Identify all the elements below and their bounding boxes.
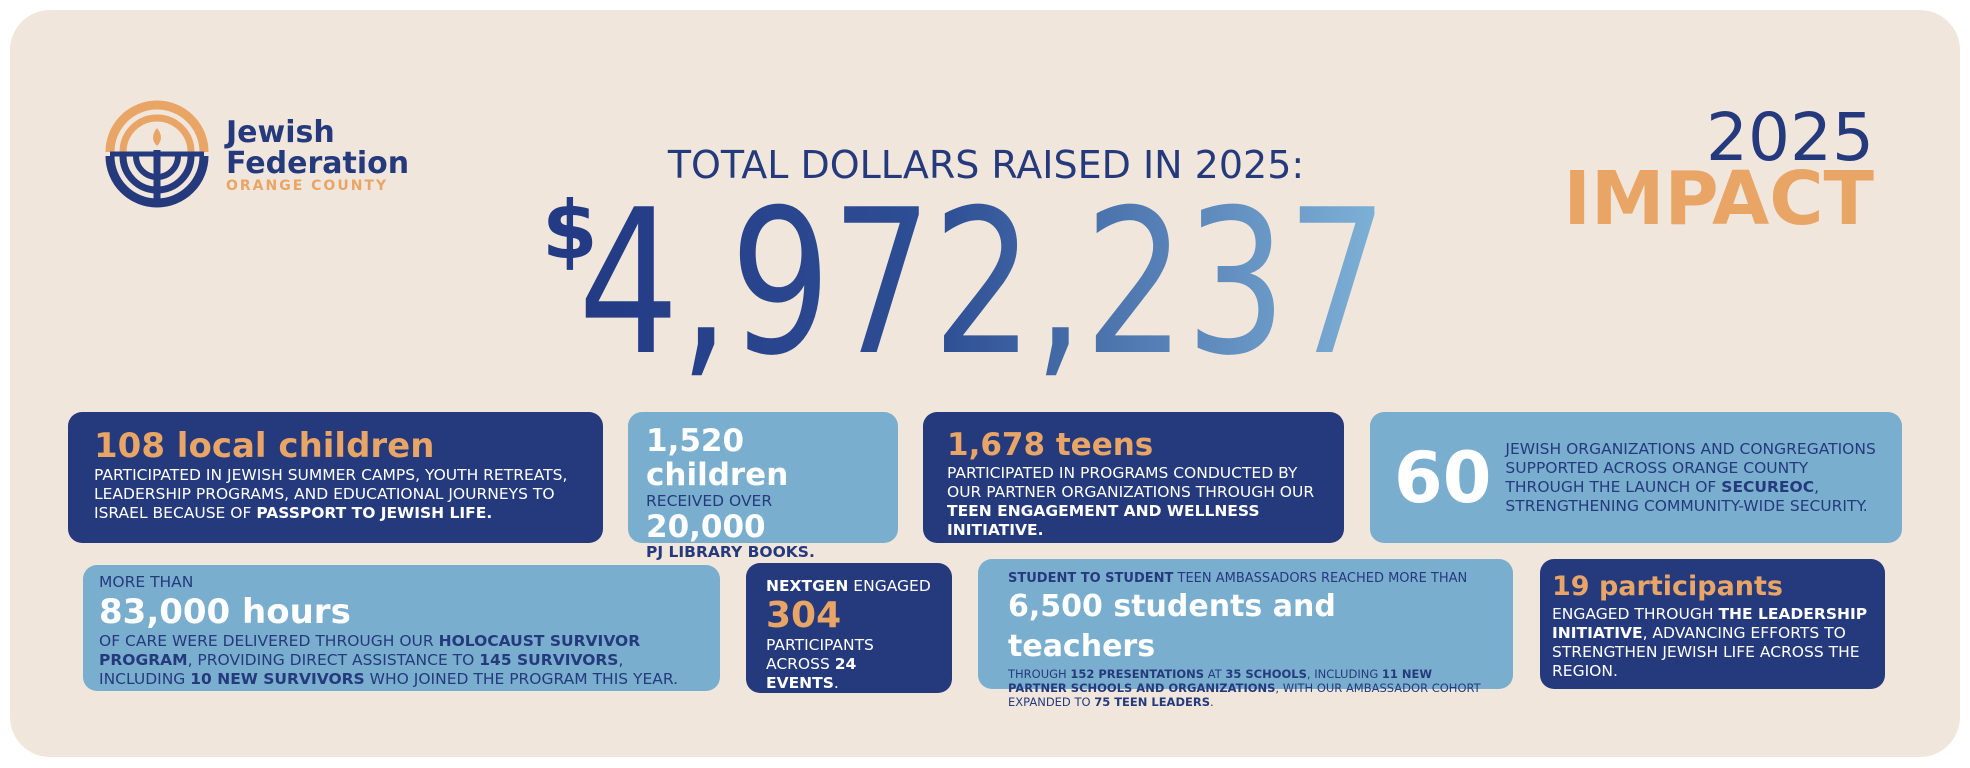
text: OF CARE WERE DELIVERED THROUGH OUR bbox=[99, 632, 439, 650]
card-tail: PJ LIBRARY BOOKS. bbox=[646, 543, 815, 561]
text: 145 SURVIVORS bbox=[479, 651, 619, 669]
card-body: PARTICIPANTS ACROSS 24 EVENTS. bbox=[766, 636, 932, 693]
text: 75 TEEN LEADERS bbox=[1094, 695, 1211, 709]
text: , PROVIDING DIRECT ASSISTANCE TO bbox=[187, 651, 480, 669]
card-lead: RECEIVED OVER bbox=[646, 492, 773, 510]
card-body: PARTICIPATED IN PROGRAMS CONDUCTED BY OU… bbox=[947, 464, 1320, 540]
card-body: OF CARE WERE DELIVERED THROUGH OUR HOLOC… bbox=[99, 632, 704, 689]
text: ENGAGED THROUGH bbox=[1552, 605, 1719, 623]
card-lead: NEXTGEN ENGAGED bbox=[766, 577, 932, 596]
text: , INCLUDING bbox=[1306, 667, 1382, 681]
text: , INCLUDING bbox=[99, 651, 624, 688]
text: , WITH OUR AMBASSADOR COHORT EXPANDED TO bbox=[1008, 681, 1481, 709]
text: NEXTGEN bbox=[766, 577, 849, 595]
card-headline: 1,520 children bbox=[646, 423, 789, 493]
stat-card: 60 JEWISH ORGANIZATIONS AND CONGREGATION… bbox=[1370, 412, 1902, 543]
text: PARTICIPATED IN JEWISH SUMMER CAMPS, YOU… bbox=[94, 466, 568, 522]
card-headline: 1,678 teens bbox=[947, 427, 1154, 463]
stat-card: 1,520 children RECEIVED OVER 20,000 PJ L… bbox=[628, 412, 898, 561]
stat-card: 19 participants ENGAGED THROUGH THE LEAD… bbox=[1540, 559, 1885, 689]
text: THE LEADERSHIP INITIATIVE bbox=[1552, 605, 1868, 642]
title: TOTAL DOLLARS RAISED IN 2025: bbox=[667, 143, 1304, 187]
text: SECUREOC bbox=[1721, 477, 1815, 496]
impact-label: IMPACT bbox=[1563, 156, 1874, 242]
text: PASSPORT TO JEWISH LIFE. bbox=[256, 504, 493, 522]
text: PARTICIPANTS ACROSS bbox=[766, 636, 874, 673]
logo-text: Jewish bbox=[224, 115, 335, 150]
text: 11 NEW PARTNER SCHOOLS AND ORGANIZATIONS bbox=[1008, 667, 1433, 695]
text: 10 NEW SURVIVORS bbox=[190, 670, 365, 688]
text: , ADVANCING EFFORTS TO STRENGTHEN JEWISH… bbox=[1552, 624, 1860, 680]
header: Jewish Federation ORANGE COUNTY TOTAL DO… bbox=[105, 99, 1875, 400]
card-body: PARTICIPATED IN JEWISH SUMMER CAMPS, YOU… bbox=[94, 466, 577, 523]
card-figure: 60 bbox=[1394, 436, 1492, 519]
card-headline: 19 participants bbox=[1552, 571, 1784, 602]
stat-card: 108 local children PARTICIPATED IN JEWIS… bbox=[68, 412, 603, 543]
text: PARTICIPATED IN PROGRAMS CONDUCTED BY OU… bbox=[947, 464, 1315, 501]
card-body: ENGAGED THROUGH THE LEADERSHIP INITIATIV… bbox=[1552, 605, 1873, 681]
text: . bbox=[833, 674, 839, 692]
text: 24 EVENTS bbox=[766, 655, 857, 692]
text: STUDENT TO STUDENT bbox=[1008, 571, 1174, 586]
year: 2025 bbox=[1706, 99, 1874, 176]
text: , STRENGTHENING COMMUNITY-WIDE SECURITY. bbox=[1505, 477, 1868, 515]
card-figure: 304 bbox=[766, 595, 842, 636]
card-body: JEWISH ORGANIZATIONS AND CONGREGATIONS S… bbox=[1505, 440, 1878, 516]
text: . bbox=[1210, 695, 1214, 709]
text: HOLOCAUST SURVIVOR PROGRAM bbox=[99, 632, 641, 669]
logo-text: Federation bbox=[226, 146, 409, 181]
card-lead: STUDENT TO STUDENT TEEN AMBASSADORS REAC… bbox=[1008, 571, 1483, 587]
card-body: THROUGH 152 PRESENTATIONS AT 35 SCHOOLS,… bbox=[1008, 667, 1483, 709]
text: ENGAGED bbox=[848, 577, 931, 595]
currency-symbol: $ bbox=[542, 184, 598, 277]
stat-card: MORE THAN 83,000 hours OF CARE WERE DELI… bbox=[83, 565, 720, 691]
text: THROUGH bbox=[1008, 667, 1071, 681]
text: TEEN AMBASSADORS REACHED MORE THAN bbox=[1173, 571, 1468, 586]
logo-mark bbox=[105, 100, 209, 208]
text: WHO JOINED THE PROGRAM THIS YEAR. bbox=[364, 670, 679, 688]
stat-card: STUDENT TO STUDENT TEEN AMBASSADORS REAC… bbox=[978, 559, 1513, 709]
text: JEWISH ORGANIZATIONS AND CONGREGATIONS S… bbox=[1505, 439, 1876, 496]
card-figure: 20,000 bbox=[646, 509, 766, 545]
stat-card: 1,678 teens PARTICIPATED IN PROGRAMS CON… bbox=[923, 412, 1344, 543]
card-lead: MORE THAN bbox=[99, 573, 194, 591]
text: AT bbox=[1204, 667, 1226, 681]
card-headline: 83,000 hours bbox=[99, 592, 351, 632]
card-headline: 108 local children bbox=[94, 426, 435, 466]
total-amount: 4,972,237 bbox=[578, 167, 1388, 400]
stat-card: NEXTGEN ENGAGED 304 PARTICIPANTS ACROSS … bbox=[746, 563, 952, 693]
text: 35 SCHOOLS bbox=[1225, 667, 1307, 681]
text: TEEN ENGAGEMENT AND WELLNESS INITIATIVE. bbox=[947, 502, 1260, 539]
card-headline: 6,500 students and teachers bbox=[1008, 589, 1336, 664]
logo-subtext: ORANGE COUNTY bbox=[226, 178, 388, 194]
text: 152 PRESENTATIONS bbox=[1070, 667, 1205, 681]
